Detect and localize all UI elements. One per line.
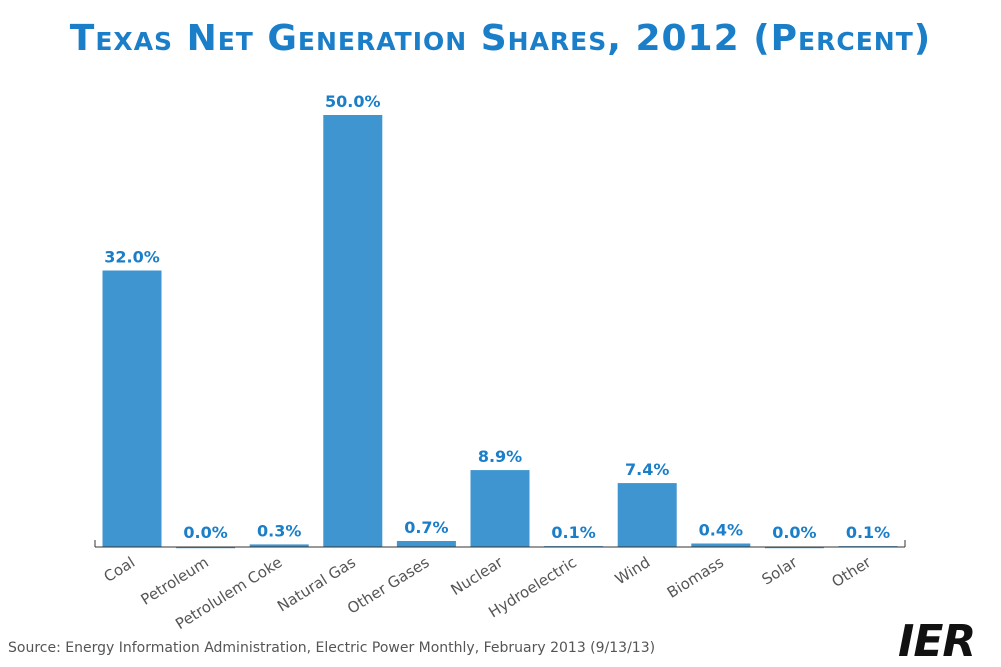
data-label: 0.0% <box>183 523 227 542</box>
category-label: Solar <box>759 553 802 589</box>
data-label: 0.4% <box>699 521 743 540</box>
ier-logo: IER <box>898 616 976 667</box>
category-label: Wind <box>612 553 654 588</box>
data-label: 0.3% <box>257 521 301 540</box>
bar-other-gases <box>396 541 456 547</box>
bar-wind <box>617 483 677 547</box>
bar-natural-gas <box>323 115 383 547</box>
data-label: 0.1% <box>551 523 595 542</box>
category-label: Other <box>828 553 874 591</box>
bar-solar <box>764 547 824 549</box>
data-label: 0.1% <box>846 523 890 542</box>
chart-title: Texas Net Generation Shares, 2012 (Perce… <box>69 18 932 59</box>
bar-petroleum <box>176 547 236 549</box>
data-label: 32.0% <box>104 248 160 267</box>
data-labels-group: 32.0% 0.0% 0.3% 50.0% 0.7% 8.9% 0.1% 7.4% 0.4% 0.… <box>104 92 890 542</box>
bar-coal <box>102 270 162 547</box>
data-label: 0.0% <box>772 523 816 542</box>
category-label: Coal <box>101 553 139 586</box>
category-label: Other Gases <box>344 553 433 618</box>
bar-petrolulem-coke <box>249 544 309 547</box>
data-label: 50.0% <box>325 92 381 111</box>
data-label: 7.4% <box>625 460 669 479</box>
bar-biomass <box>691 543 751 547</box>
category-label: Biomass <box>664 553 727 602</box>
category-label: Nuclear <box>448 553 507 599</box>
data-label: 8.9% <box>478 447 522 466</box>
source-note: Source: Energy Information Administratio… <box>8 640 656 656</box>
data-label: 0.7% <box>404 518 448 537</box>
bar-nuclear <box>470 470 530 547</box>
bars-group <box>102 115 898 549</box>
